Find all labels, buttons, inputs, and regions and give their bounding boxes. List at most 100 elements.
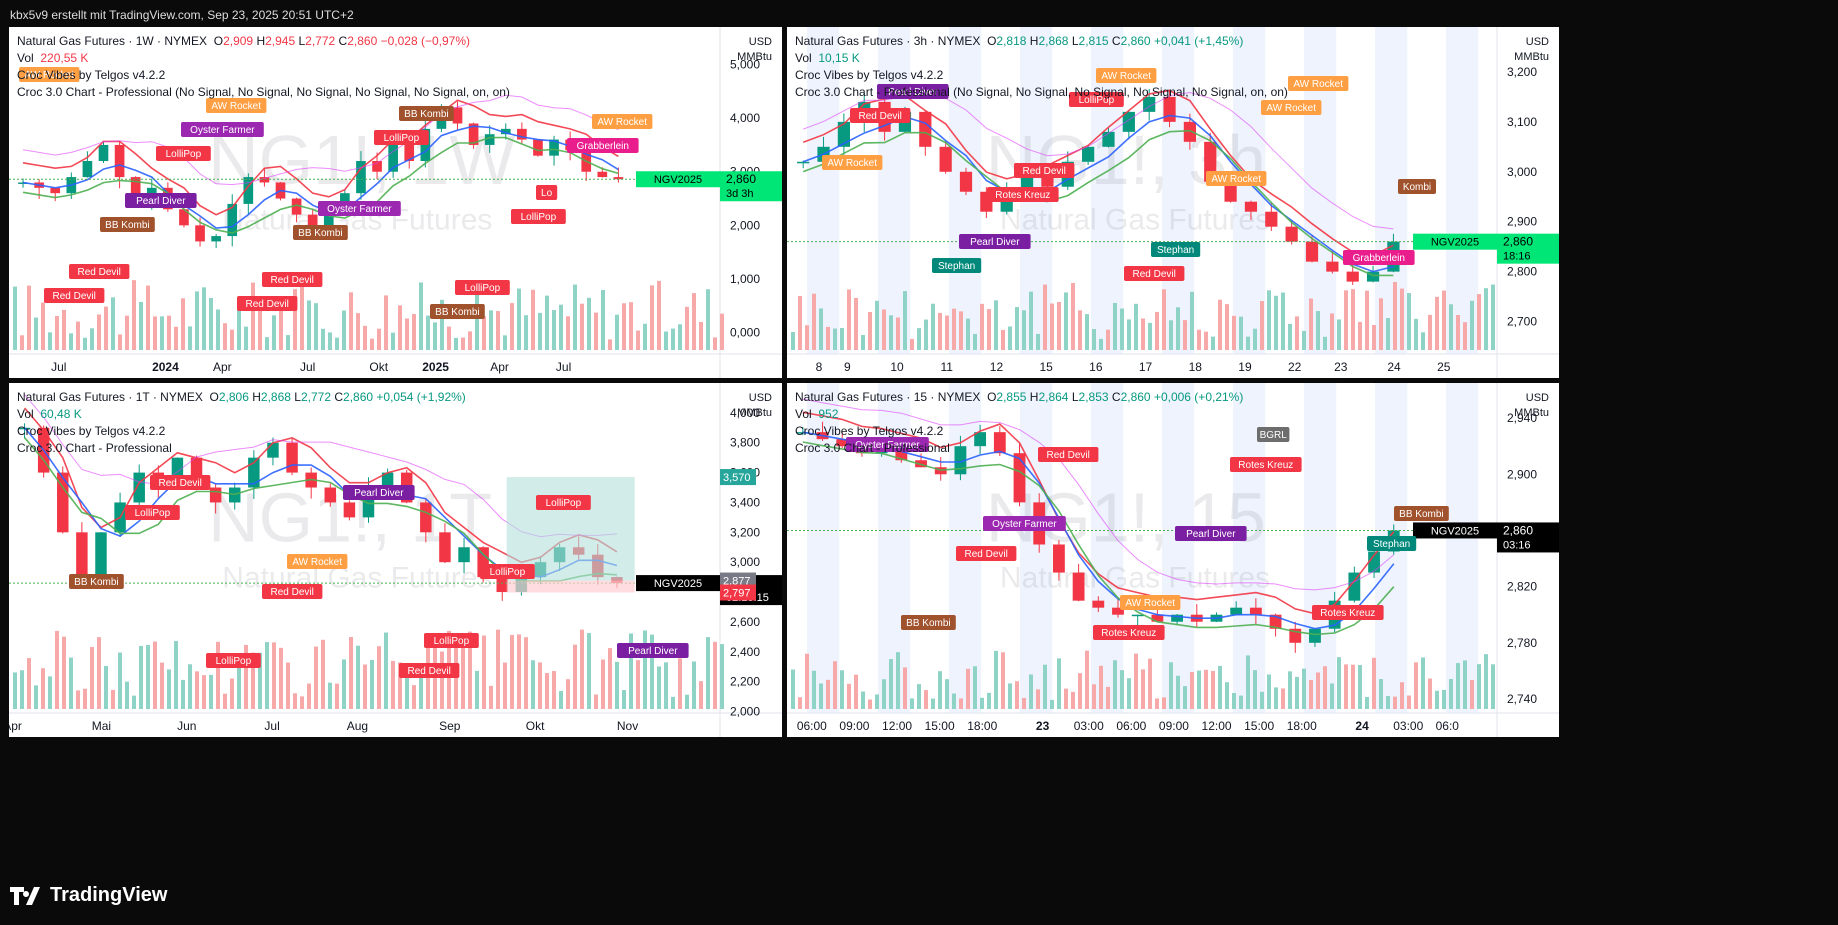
volume-bar xyxy=(356,645,360,709)
candle-body xyxy=(343,502,356,518)
tradingview-logo[interactable]: TradingView xyxy=(10,884,167,907)
volume-bar xyxy=(713,641,717,709)
signal-label-bg xyxy=(983,516,1066,531)
candle-body xyxy=(974,432,987,447)
volume-bar xyxy=(601,659,605,709)
x-tick-label: 22 xyxy=(1288,360,1302,374)
volume-bar xyxy=(608,648,612,709)
signal-label: BB Kombi xyxy=(435,307,479,318)
candle-body xyxy=(114,144,125,178)
volume-label: Vol xyxy=(795,407,812,421)
low-value: 2,853 xyxy=(1078,390,1109,404)
signal-label-bg xyxy=(1038,447,1099,462)
volume-bar xyxy=(671,696,675,709)
volume-bar xyxy=(952,693,956,709)
signal-label: AW Rocket xyxy=(1266,103,1316,114)
indicator-line-2[interactable]: Croc 3.0 Chart - Professional (No Signal… xyxy=(17,85,510,99)
candle-body xyxy=(1013,453,1026,503)
currency: USD xyxy=(748,392,772,404)
signal-label-bg xyxy=(150,475,211,490)
volume-bar xyxy=(938,671,942,709)
signal-label: LolliPop xyxy=(434,636,470,647)
volume-bar xyxy=(1456,315,1460,350)
signal-label-bg xyxy=(901,615,956,630)
volume-bar xyxy=(573,284,577,350)
signal-label-bg xyxy=(206,98,267,113)
y-tick-label: 2,780 xyxy=(1507,636,1537,650)
indicator-line-1[interactable]: Croc Vibes by Telgos v4.2.2 xyxy=(795,424,944,438)
volume-bar xyxy=(1456,663,1460,709)
close-value: 2,860 xyxy=(1120,390,1151,404)
volume-bars xyxy=(791,650,1495,709)
chart-panel-15min[interactable]: Natural Gas Futures · 15 · NYMEX O2,855 … xyxy=(787,383,1559,737)
candle-body xyxy=(954,446,967,475)
volume-bar xyxy=(90,328,94,350)
volume-bar xyxy=(531,289,535,350)
volume-bar xyxy=(13,672,17,709)
volume-bar xyxy=(615,314,619,350)
price-badge-time: 03:16 xyxy=(1503,539,1531,551)
volume-bar xyxy=(629,633,633,709)
volume-bar xyxy=(1141,318,1145,350)
indicator-line-1[interactable]: Croc Vibes by Telgos v4.2.2 xyxy=(17,68,166,82)
candle-body xyxy=(1368,551,1380,573)
change-value: +0,006 (+0,21%) xyxy=(1153,390,1244,404)
y-tick-label: 3,200 xyxy=(1507,65,1537,79)
volume-bar xyxy=(1372,324,1376,350)
volume-bar xyxy=(819,683,823,709)
volume-bar xyxy=(580,303,584,350)
volume-bar xyxy=(279,307,283,350)
volume-bar xyxy=(1344,664,1348,709)
chart-panel-weekly[interactable]: Natural Gas Futures · 1W · NYMEX O2,909 … xyxy=(9,27,782,378)
volume-bar xyxy=(34,685,38,709)
indicator-line-1[interactable]: Croc Vibes by Telgos v4.2.2 xyxy=(17,424,166,438)
indicator-line-2[interactable]: Croc 3.0 Chart - Professional xyxy=(795,441,950,455)
signal-label-bg xyxy=(956,546,1017,561)
candle-body xyxy=(1289,628,1302,643)
x-tick-label: 09:00 xyxy=(839,719,869,733)
indicator-line-2[interactable]: Croc 3.0 Chart - Professional xyxy=(17,441,172,455)
chart-panel-daily[interactable]: Natural Gas Futures · 1T · NYMEX O2,806 … xyxy=(9,383,782,737)
signal-label-bg xyxy=(511,209,566,224)
volume-bar xyxy=(931,698,935,709)
indicator-line xyxy=(802,129,1394,277)
volume-bar xyxy=(805,325,809,350)
candle-body xyxy=(895,446,908,461)
x-tick-label: 2024 xyxy=(152,360,179,374)
signal-label: AW Rocket xyxy=(597,117,647,128)
volume-bar xyxy=(1169,320,1173,350)
signal-label: Red Devil xyxy=(271,275,314,286)
volume-bar xyxy=(889,315,893,350)
signal-label-bg xyxy=(1367,536,1417,551)
volume-bar xyxy=(1449,678,1453,709)
volume-bar xyxy=(146,285,150,350)
chart-panel-3h[interactable]: Natural Gas Futures · 3h · NYMEX O2,818 … xyxy=(787,27,1559,378)
session-band xyxy=(1020,383,1053,713)
volume-bar xyxy=(699,321,703,350)
indicator-line-2[interactable]: Croc 3.0 Chart - Professional (No Signal… xyxy=(795,85,1288,99)
signal-label: Lo xyxy=(541,188,553,199)
volume-bar xyxy=(188,664,192,709)
volume-bar xyxy=(314,303,318,350)
volume-bar xyxy=(1463,660,1467,709)
volume-bar xyxy=(1106,686,1110,709)
candle-body xyxy=(1183,121,1196,142)
candle-body xyxy=(1265,211,1278,227)
volume-bar xyxy=(1218,665,1222,709)
volume-bar xyxy=(1134,303,1138,350)
indicator-line-1[interactable]: Croc Vibes by Telgos v4.2.2 xyxy=(795,68,944,82)
candle-body xyxy=(323,209,334,226)
x-tick-label: 03:00 xyxy=(1074,719,1104,733)
signal-label: Red Devil xyxy=(78,267,121,278)
signal-labels: AW Rocket LolliPop BB Kombi BB Kombi Grabber… xyxy=(19,67,653,319)
volume-bar xyxy=(517,634,521,709)
unit: MMBtu xyxy=(737,407,772,419)
y-tick-label: 2,400 xyxy=(730,645,760,659)
volume-bar xyxy=(1386,318,1390,350)
volume-bar xyxy=(1379,679,1383,709)
volume-bar xyxy=(861,335,865,350)
volume-bar xyxy=(475,670,479,709)
unit: MMBtu xyxy=(1514,51,1549,63)
